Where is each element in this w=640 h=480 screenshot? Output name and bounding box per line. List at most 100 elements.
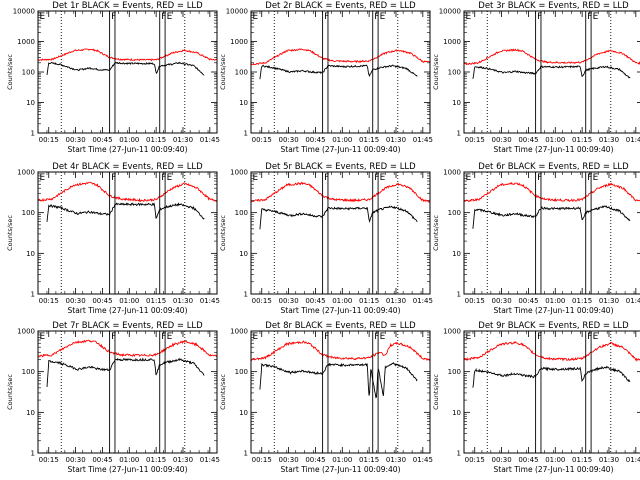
x-tick-label: 00:15 (465, 136, 485, 144)
plot-title: Det 1r BLACK = Events, RED = LLD (52, 1, 203, 11)
y-tick-label: 1 (457, 291, 461, 299)
x-tick-label: 01:15 (572, 297, 592, 305)
series-line (463, 340, 640, 362)
x-tick-label: 01:30 (599, 456, 619, 464)
x-tick-label: 01:30 (173, 136, 193, 144)
series-line (250, 340, 430, 362)
x-tick-label: 00:45 (305, 456, 325, 464)
x-axis-label: Start Time (27-Jun-11 00:09:40) (68, 145, 188, 154)
x-tick-label: 00:15 (39, 297, 59, 305)
x-tick-label: 00:45 (305, 297, 325, 305)
plot-panel: Det 5r BLACK = Events, RED = LLD Counts/s… (219, 162, 433, 315)
x-tick-label: 01:45 (200, 136, 220, 144)
event-marker-label: E (253, 173, 259, 183)
y-tick-label: 1 (31, 291, 35, 299)
event-marker-label: E (40, 12, 46, 22)
event-marker-label: F (161, 173, 166, 183)
x-tick-label: 00:45 (92, 456, 112, 464)
event-marker-label: F (587, 12, 592, 22)
x-tick-label: 01:30 (599, 136, 619, 144)
y-tick-label: 10 (26, 250, 35, 258)
y-tick-label: 1000 (17, 328, 35, 336)
x-tick-label: 00:45 (305, 136, 325, 144)
series-line (46, 202, 205, 222)
x-tick-label: 01:15 (572, 456, 592, 464)
x-axis-label: Start Time (27-Jun-11 00:09:40) (281, 465, 401, 474)
event-marker-label: E (380, 12, 386, 22)
y-tick-label: 1000 (443, 328, 461, 336)
y-tick-label: 100 (448, 209, 461, 217)
event-marker-label: F (587, 173, 592, 183)
x-tick-label: 01:00 (545, 297, 565, 305)
y-tick-label: 1 (457, 450, 461, 458)
event-marker-label: E (167, 173, 173, 183)
plot-title: Det 3r BLACK = Events, RED = LLD (478, 1, 629, 11)
y-tick-label: 10 (26, 409, 35, 417)
y-tick-label: 1 (31, 450, 35, 458)
x-tick-label: 00:15 (465, 456, 485, 464)
series-line (46, 357, 205, 388)
x-axis-label: Start Time (27-Jun-11 00:09:40) (68, 306, 188, 315)
series-line (463, 181, 640, 203)
plot-title: Det 6r BLACK = Events, RED = LLD (478, 162, 629, 172)
x-tick-label: 01:00 (332, 297, 352, 305)
x-tick-label: 00:15 (252, 136, 272, 144)
event-marker-label: E (466, 173, 472, 183)
plot-panel: Det 7r BLACK = Events, RED = LLD Counts/s… (6, 321, 220, 474)
x-tick-label: 00:30 (491, 456, 511, 464)
y-tick-label: 100 (235, 368, 248, 376)
event-marker-label: F (161, 332, 166, 342)
y-tick-label: 10 (26, 99, 35, 107)
y-tick-label: 100 (22, 69, 35, 77)
x-tick-label: 00:45 (92, 297, 112, 305)
x-tick-label: 00:45 (518, 456, 538, 464)
series-line (46, 61, 205, 76)
series-line (259, 205, 418, 230)
x-tick-label: 01:45 (200, 456, 220, 464)
x-tick-label: 01:45 (626, 456, 640, 464)
plot-title: Det 2r BLACK = Events, RED = LLD (265, 1, 416, 11)
plot-frame (463, 330, 640, 454)
x-axis-label: Start Time (27-Jun-11 00:09:40) (494, 306, 614, 315)
plot-panel: Det 9r BLACK = Events, RED = LLD Counts/s… (432, 321, 640, 474)
event-marker-label: F (374, 332, 379, 342)
x-tick-label: 01:15 (359, 136, 379, 144)
x-axis-label: Start Time (27-Jun-11 00:09:40) (68, 465, 188, 474)
y-tick-label: 100 (235, 69, 248, 77)
x-tick-label: 01:15 (146, 456, 166, 464)
y-tick-label: 100 (22, 209, 35, 217)
x-axis-label: Start Time (27-Jun-11 00:09:40) (281, 145, 401, 154)
event-marker-label: E (593, 332, 599, 342)
event-marker-label: E (253, 332, 259, 342)
y-tick-label: 10 (452, 409, 461, 417)
y-tick-label: 1000 (17, 169, 35, 177)
x-tick-label: 01:30 (173, 456, 193, 464)
event-marker-label: E (593, 12, 599, 22)
x-tick-label: 00:15 (39, 136, 59, 144)
series-line (259, 64, 418, 80)
x-tick-label: 01:30 (386, 297, 406, 305)
plot-frame (463, 171, 640, 295)
y-tick-label: 10000 (439, 8, 461, 16)
y-axis-label: Counts/sec (219, 54, 227, 90)
y-tick-label: 100 (448, 368, 461, 376)
y-axis-label: Counts/sec (432, 215, 440, 251)
y-axis-label: Counts/sec (219, 215, 227, 251)
plot-title: Det 9r BLACK = Events, RED = LLD (478, 321, 629, 331)
y-axis-label: Counts/sec (432, 54, 440, 90)
event-marker-label: F (587, 332, 592, 342)
y-tick-label: 10 (239, 409, 248, 417)
y-tick-label: 1000 (443, 169, 461, 177)
series-line (259, 361, 418, 399)
event-marker-label: F (324, 12, 329, 22)
x-tick-label: 01:15 (359, 456, 379, 464)
y-tick-label: 1 (244, 130, 248, 138)
x-axis-label: Start Time (27-Jun-11 00:09:40) (281, 306, 401, 315)
event-marker-label: E (167, 12, 173, 22)
y-tick-label: 1 (244, 291, 248, 299)
x-tick-label: 01:45 (626, 136, 640, 144)
event-marker-label: F (537, 332, 542, 342)
plot-panel: Det 3r BLACK = Events, RED = LLD Counts/s… (432, 1, 640, 154)
event-marker-label: E (167, 332, 173, 342)
x-axis-label: Start Time (27-Jun-11 00:09:40) (494, 145, 614, 154)
